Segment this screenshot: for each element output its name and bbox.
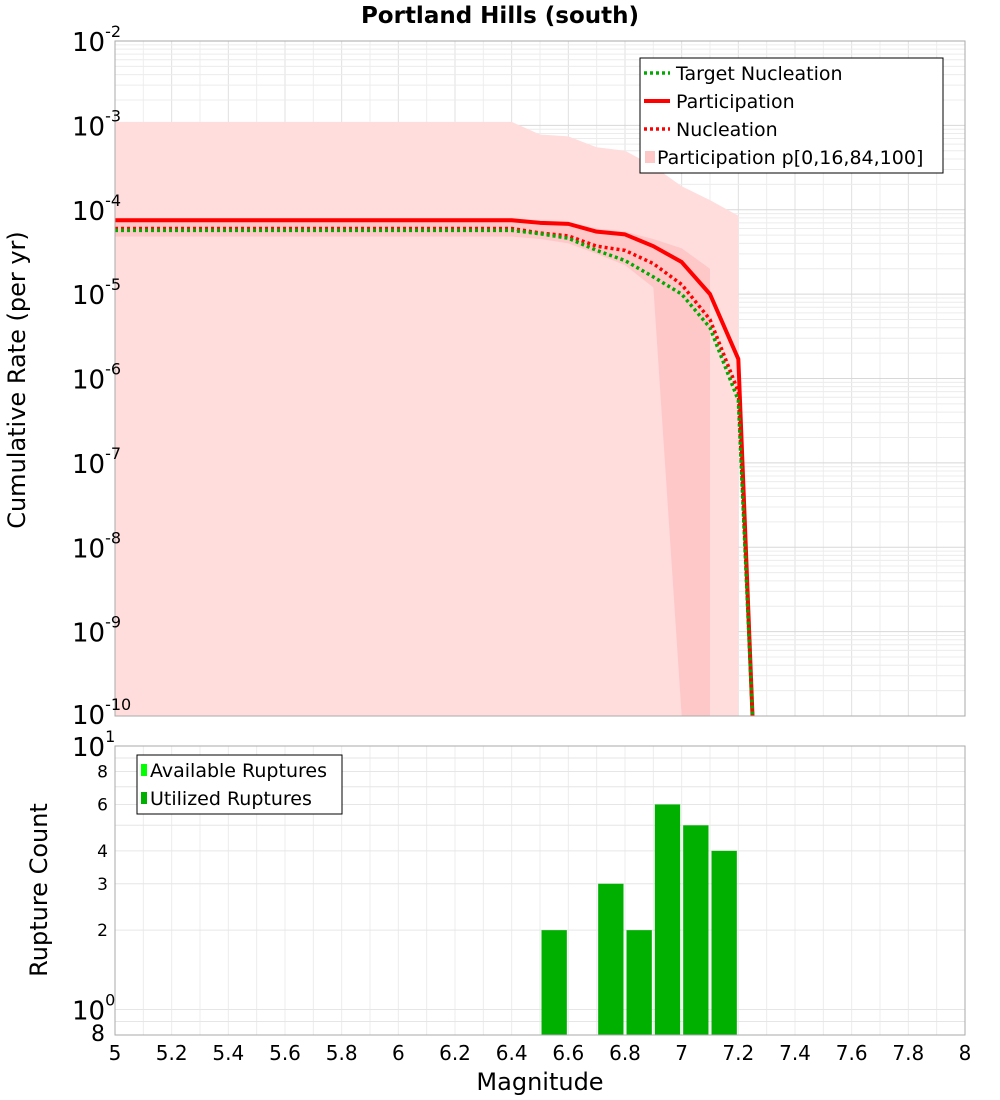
rupture-bar [711,850,737,1035]
x-tick-label: 7.2 [722,1041,754,1065]
rate-plot: 10-2 10-3 10-4 10-5 10-6 10-7 10-8 10-9 10-10 Po… [3,3,966,731]
count-y-tick-major: 101 [72,727,115,763]
x-tick-label: 7.6 [836,1041,868,1065]
rate-legend-item-nucleation: Nucleation [644,119,778,141]
x-tick-label: 5.8 [326,1041,358,1065]
rate-y-tick-label: 10-5 [72,275,121,311]
x-tick-label: 6.4 [496,1041,528,1065]
rate-legend-item-participation-p-0-16-84-100: Participation p[0,16,84,100] [645,147,923,169]
count-y-tick-minor: 6 [97,795,108,815]
legend-swatch [141,764,147,776]
band-participation-p-0-16-84-100-outer [115,121,739,716]
rate-plot-y-label: Cumulative Rate (per yr) [3,231,31,529]
legend-label: Available Ruptures [150,760,327,782]
x-tick-label: 6.8 [609,1041,641,1065]
rate-legend-box [639,57,944,174]
count-y-tick-major: 100 [72,990,115,1026]
legend-label: Target Nucleation [675,63,843,85]
legend-swatch [645,151,655,163]
count-y-tick-minor: 4 [97,842,108,862]
band-participation-p-0-16-84-100-inner [115,217,710,716]
x-tick-label: 5.4 [212,1041,244,1065]
rate-y-tick-label: 10-3 [72,106,121,142]
rate-y-tick-label: 10-6 [72,360,121,396]
rate-plot-legend: Target Nucleation Participation Nucleation… [639,57,944,174]
count-plot-frame [114,745,966,1036]
count-legend-entries: Available Ruptures Utilized Ruptures [141,760,327,810]
x-tick-label: 7.8 [892,1041,924,1065]
count-plot-x-ticks: 5 5.2 5.4 5.6 5.8 6 6.2 6.4 6.6 6.8 7 7.2 7.4 7.6 7.8 8 [109,1041,972,1065]
participation-bands [115,121,739,716]
rate-y-tick-label: 10-7 [72,444,121,480]
x-tick-label: 5 [109,1041,122,1065]
rate-y-tick-label: 10-4 [72,191,121,227]
x-tick-label: 7.4 [779,1041,811,1065]
count-y-tick-minor: 8 [97,763,108,783]
rate-y-tick-label: 10-8 [72,528,121,564]
series-line-target-nucleation [115,228,755,717]
legend-swatch [141,792,147,804]
x-tick-label: 6.2 [439,1041,471,1065]
legend-label: Utilized Ruptures [150,788,312,810]
rate-legend-item-target-nucleation: Target Nucleation [644,63,843,85]
rupture-bar [598,883,624,1035]
legend-label: Participation [676,91,795,113]
series-line-participation [115,218,755,717]
x-axis-label: Magnitude [476,1068,603,1096]
count-y-tick-minor: 2 [97,921,108,941]
rate-y-tick-label: 10-2 [72,22,121,58]
series-line-nucleation [115,226,755,717]
count-legend-item-available-ruptures: Available Ruptures [141,760,327,782]
rate-series [114,218,755,717]
x-tick-label: 6 [392,1041,405,1065]
rupture-bars [541,804,737,1035]
x-tick-label: 5.2 [156,1041,188,1065]
rupture-bar [654,804,681,1035]
count-y-tick-minor: 3 [97,875,108,895]
rupture-bar [626,930,652,1035]
x-tick-label: 8 [959,1041,972,1065]
rate-y-tick-label: 10-9 [72,613,121,649]
count-legend-item-utilized-ruptures: Utilized Ruptures [141,788,312,810]
rate-plot-frame [114,40,966,717]
x-tick-label: 5.6 [269,1041,301,1065]
chart-title: Portland Hills (south) [361,3,639,29]
rupture-bar [541,930,567,1035]
x-tick-label: 7 [675,1041,688,1065]
count-y-tick-minor: 8 [91,1022,105,1047]
count-plot-legend: Available Ruptures Utilized Ruptures [136,754,343,815]
legend-label: Participation p[0,16,84,100] [657,147,923,169]
rate-legend-entries: Target Nucleation Participation Nucleation… [644,63,923,169]
rate-plot-y-ticks: 10-2 10-3 10-4 10-5 10-6 10-7 10-8 10-9 10-10 [72,22,131,731]
x-tick-label: 6.6 [552,1041,584,1065]
count-legend-box [136,754,343,815]
rupture-bar [683,825,709,1035]
rate-legend-item-participation: Participation [644,91,795,113]
rate-y-tick-label: 10-10 [72,695,131,731]
legend-label: Nucleation [676,119,778,141]
count-plot-y-label: Rupture Count [25,803,53,977]
